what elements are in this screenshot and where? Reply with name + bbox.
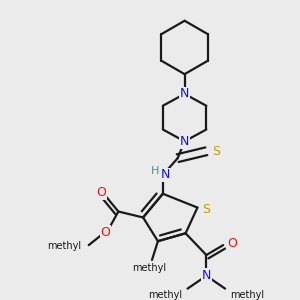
Text: O: O bbox=[97, 186, 106, 199]
Text: N: N bbox=[180, 135, 189, 148]
Text: N: N bbox=[161, 169, 170, 182]
Text: methyl: methyl bbox=[148, 290, 183, 300]
Text: methyl: methyl bbox=[47, 241, 81, 251]
Text: O: O bbox=[227, 237, 237, 250]
Text: S: S bbox=[202, 203, 210, 216]
Text: N: N bbox=[180, 87, 189, 101]
Text: methyl: methyl bbox=[132, 263, 166, 273]
Text: S: S bbox=[212, 145, 220, 158]
Text: O: O bbox=[100, 226, 110, 239]
Text: methyl: methyl bbox=[230, 290, 264, 300]
Text: H: H bbox=[151, 166, 159, 176]
Text: N: N bbox=[202, 269, 211, 282]
